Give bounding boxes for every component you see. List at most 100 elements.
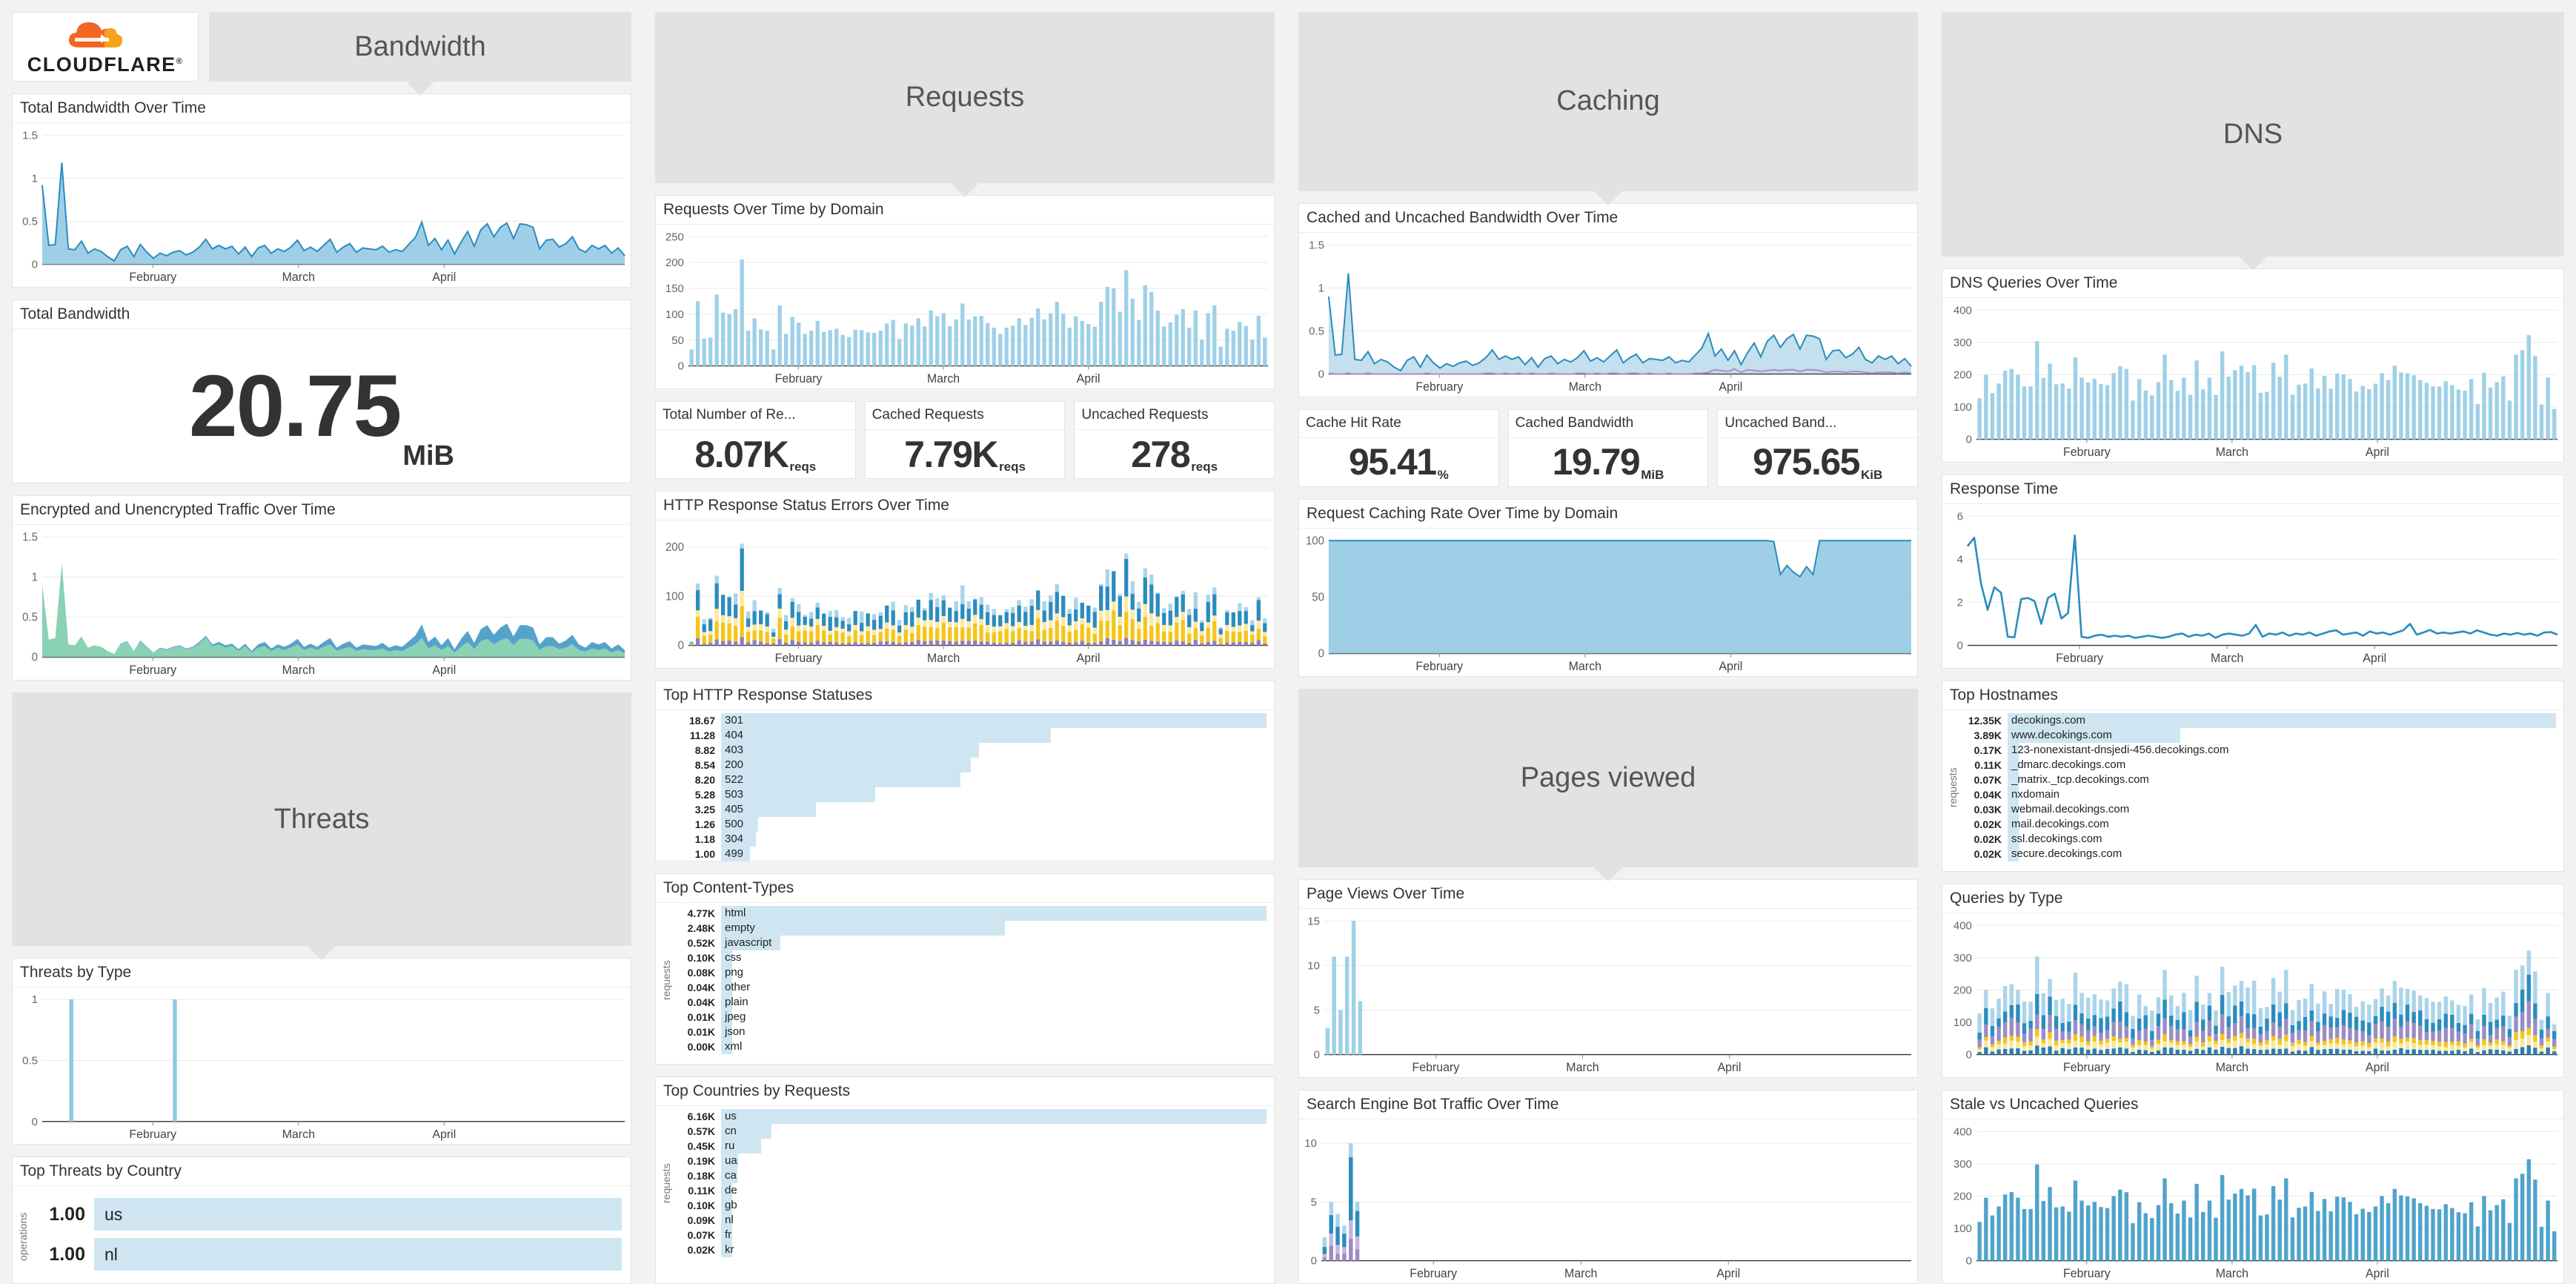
- list-item-value: 0.09K: [687, 1214, 715, 1226]
- list-item[interactable]: 0.02K mail.decokings.com: [1960, 817, 2556, 832]
- svg-text:50: 50: [1312, 591, 1324, 603]
- list-item-value: 0.02K: [1974, 818, 2002, 830]
- list-item-bar: jpeg: [721, 1010, 1267, 1025]
- list-item[interactable]: 4.77K html: [674, 906, 1267, 921]
- list-item[interactable]: 0.10K gb: [674, 1198, 1267, 1213]
- section-banner-threats[interactable]: Threats: [12, 692, 631, 946]
- bar-chart: 0 100 200 300 400 February March April: [1953, 304, 2558, 459]
- kpi-uncached-requests: Uncached Requests 278 reqs: [1074, 401, 1275, 479]
- svg-text:0: 0: [1957, 640, 1963, 652]
- list-item-value: 4.77K: [687, 907, 715, 919]
- panel-title: Page Views Over Time: [1299, 880, 1917, 909]
- section-banner-dns[interactable]: DNS: [1942, 12, 2564, 257]
- list-item[interactable]: 0.01K json: [674, 1025, 1267, 1039]
- list-item[interactable]: 8.54 200: [674, 758, 1267, 772]
- list-item[interactable]: 0.45K ru: [674, 1139, 1267, 1154]
- svg-text:February: February: [2063, 446, 2111, 459]
- list-item[interactable]: 6.16K us: [674, 1109, 1267, 1124]
- list-item[interactable]: 0.01K jpeg: [674, 1010, 1267, 1025]
- list-item[interactable]: 0.04K plain: [674, 995, 1267, 1010]
- list-item-bar: 499: [721, 847, 1267, 861]
- list-item[interactable]: 0.17K 123-nonexistant-dnsjedi-456.decokin…: [1960, 743, 2556, 758]
- list-item-bar: 123-nonexistant-dnsjedi-456.decokings.co…: [2008, 743, 2556, 758]
- list-item[interactable]: 0.08K png: [674, 965, 1267, 980]
- list-item-value: 18.67: [688, 715, 715, 727]
- bar-fill: [721, 1198, 732, 1213]
- list-item[interactable]: 0.02K ssl.decokings.com: [1960, 832, 2556, 847]
- svg-text:March: March: [2216, 1267, 2248, 1280]
- list-item-bar: secure.decokings.com: [2008, 847, 2556, 861]
- list-item[interactable]: 0.07K fr: [674, 1228, 1267, 1242]
- list-item-value: 0.03K: [1974, 804, 2002, 815]
- list-item[interactable]: 0.10K css: [674, 950, 1267, 965]
- stacked-area-chart: 0 0.5 1 1.5 February March April: [22, 531, 625, 677]
- bar-fill: [2008, 817, 2019, 832]
- svg-text:March: March: [1569, 380, 1601, 393]
- svg-text:0: 0: [1314, 1049, 1320, 1062]
- list-item[interactable]: 1.26 500: [674, 817, 1267, 832]
- list-item[interactable]: 1.00 us: [30, 1197, 622, 1232]
- list-item-value: 0.11K: [1974, 759, 2002, 771]
- list-item[interactable]: 0.04K other: [674, 980, 1267, 995]
- bar-fill: [721, 713, 1267, 728]
- section-banner-bandwidth[interactable]: Bandwidth: [209, 12, 631, 82]
- list-item[interactable]: 3.25 405: [674, 802, 1267, 817]
- list-item[interactable]: 8.82 403: [674, 743, 1267, 758]
- list-item[interactable]: 0.11K _dmarc.decokings.com: [1960, 758, 2556, 772]
- list-item[interactable]: 0.11K de: [674, 1183, 1267, 1198]
- list-item-value: 0.04K: [1974, 789, 2002, 801]
- section-banner-caching[interactable]: Caching: [1298, 12, 1918, 191]
- svg-text:100: 100: [1953, 401, 1972, 414]
- list-item[interactable]: 0.02K secure.decokings.com: [1960, 847, 2556, 861]
- list-item[interactable]: 2.48K empty: [674, 921, 1267, 936]
- list-item[interactable]: 12.35K decokings.com: [1960, 713, 2556, 728]
- list-item[interactable]: 0.07K _matrix._tcp.decokings.com: [1960, 772, 2556, 787]
- section-banner-pages-viewed[interactable]: Pages viewed: [1298, 688, 1918, 867]
- list-item[interactable]: 1.18 304: [674, 832, 1267, 847]
- list-item-bar: html: [721, 906, 1267, 921]
- bar-fill: [721, 832, 756, 847]
- chart-dns-queries-over-time: 0 100 200 300 400 February March April: [1942, 298, 2563, 462]
- list-item[interactable]: 18.67 301: [674, 713, 1267, 728]
- list-item[interactable]: 11.28 404: [674, 728, 1267, 743]
- svg-text:6: 6: [1957, 510, 1963, 523]
- list-top-http-statuses: 18.67 301 11.28 404 8.82 403 8.54 200 8.20 522 5.2…: [656, 710, 1274, 866]
- list-item[interactable]: 3.89K www.decokings.com: [1960, 728, 2556, 743]
- list-item-bar: cn: [721, 1124, 1267, 1139]
- svg-text:April: April: [2363, 652, 2386, 665]
- kpi-label: Cached Requests: [865, 402, 1065, 430]
- list-item[interactable]: 1.00 nl: [30, 1237, 622, 1272]
- list-item-value: 0.04K: [687, 982, 715, 993]
- list-item-label: www.decokings.com: [2011, 729, 2112, 741]
- list-item[interactable]: 0.19K ua: [674, 1154, 1267, 1168]
- list-top-hostnames: requests 12.35K decokings.com 3.89K www.dec…: [1942, 710, 2563, 871]
- list-item[interactable]: 5.28 503: [674, 787, 1267, 802]
- list-item[interactable]: 0.00K xml: [674, 1039, 1267, 1054]
- svg-text:0: 0: [32, 1116, 38, 1128]
- list-item[interactable]: 8.20 522: [674, 772, 1267, 787]
- svg-text:March: March: [1564, 1267, 1597, 1280]
- list-item[interactable]: 0.04K nxdomain: [1960, 787, 2556, 802]
- svg-text:1: 1: [1318, 282, 1324, 294]
- line-chart: 0 2 4 6 February March April: [1957, 510, 2558, 665]
- svg-text:February: February: [1412, 1061, 1459, 1074]
- list-item-bar: 404: [721, 728, 1267, 743]
- list-item[interactable]: 0.03K webmail.decokings.com: [1960, 802, 2556, 817]
- list-item-bar: ssl.decokings.com: [2008, 832, 2556, 847]
- svg-text:300: 300: [1953, 952, 1972, 964]
- list-item[interactable]: 0.09K nl: [674, 1213, 1267, 1228]
- kpi-value: 95.41: [1348, 441, 1437, 483]
- kpi-unit: reqs: [1191, 460, 1218, 474]
- list-item-bar: gb: [721, 1198, 1267, 1213]
- list-item[interactable]: 0.18K ca: [674, 1168, 1267, 1183]
- list-item[interactable]: 1.00 499: [674, 847, 1267, 861]
- kpi-label: Uncached Requests: [1075, 402, 1275, 430]
- list-item-label: 123-nonexistant-dnsjedi-456.decokings.co…: [2011, 744, 2229, 756]
- list-item[interactable]: 0.52K javascript: [674, 936, 1267, 950]
- bar-fill: [721, 936, 781, 950]
- list-item[interactable]: 0.02K kr: [674, 1242, 1267, 1257]
- section-banner-requests[interactable]: Requests: [655, 12, 1275, 183]
- svg-text:0: 0: [1966, 1255, 1972, 1268]
- list-item[interactable]: 0.57K cn: [674, 1124, 1267, 1139]
- bar-fill: [721, 758, 971, 772]
